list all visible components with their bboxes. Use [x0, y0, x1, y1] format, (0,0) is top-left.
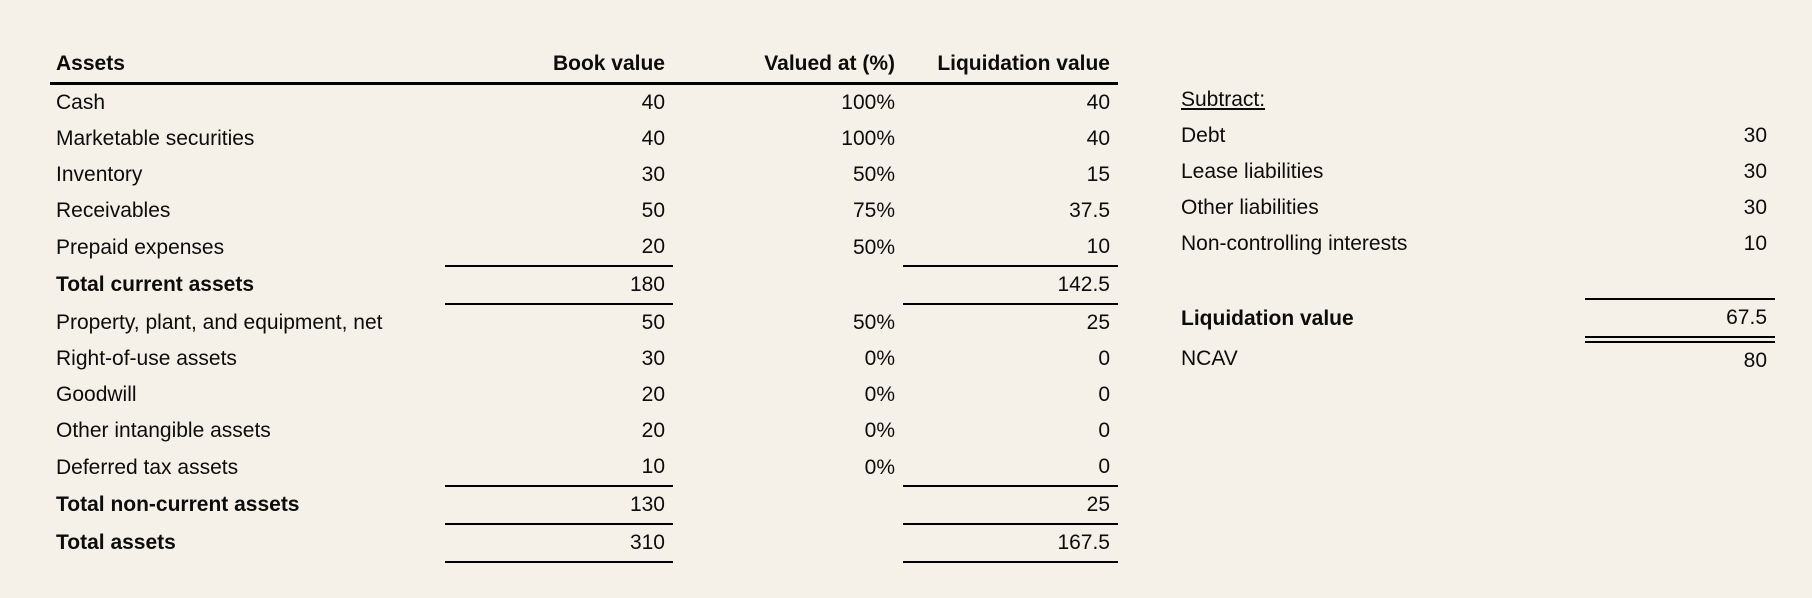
- liquidation-value: 40: [1086, 127, 1110, 150]
- empty-cell: [1585, 262, 1775, 299]
- subtract-heading-cell: Subtract:: [1175, 82, 1585, 118]
- asset-row-other-intangible-assets: Other intangible assets 20 0% 0: [50, 413, 1118, 449]
- empty-cell: [1585, 82, 1775, 118]
- assets-column-header: Assets: [50, 46, 445, 85]
- asset-label: Marketable securities: [56, 127, 255, 150]
- valued-at-pct: 0%: [864, 455, 895, 479]
- empty-cell: [1175, 262, 1585, 299]
- liquidation-value-column-header: Liquidation value: [903, 46, 1118, 85]
- liquidation-value: 37.5: [1069, 199, 1110, 222]
- book-value: 30: [641, 347, 665, 370]
- total-row-total-assets: Total assets 310 167.5: [50, 524, 1118, 563]
- subtotal-label: Total non-current assets: [56, 493, 300, 516]
- asset-row-deferred-tax-assets: Deferred tax assets 10 0% 0: [50, 449, 1118, 487]
- valued-at-pct: 0%: [864, 383, 895, 406]
- asset-row-right-of-use-assets: Right-of-use assets 30 0% 0: [50, 341, 1118, 377]
- asset-label: Inventory: [56, 163, 143, 186]
- valued-at-pct: 0%: [864, 419, 895, 442]
- subtotal-row-total-current-assets: Total current assets 180 142.5: [50, 266, 1118, 305]
- valued-at-pct: 50%: [852, 163, 895, 186]
- book-value: 40: [641, 127, 665, 150]
- subtract-label: Non-controlling interests: [1181, 232, 1408, 255]
- book-value: 20: [445, 229, 673, 267]
- liquidation-value-amount: 67.5: [1585, 298, 1775, 343]
- ncav-row: NCAV 80: [1175, 340, 1775, 380]
- asset-label: Cash: [56, 91, 106, 114]
- subtract-panel: Subtract: Debt 30 Lease liabilities 30 O…: [1175, 82, 1775, 379]
- liquidation-value-label: Liquidation value: [1181, 307, 1354, 331]
- asset-label: Property, plant, and equipment, net: [56, 310, 383, 334]
- book-value: 50: [641, 311, 665, 334]
- liquidation-value-total-row: Liquidation value 67.5: [1175, 298, 1775, 343]
- subtract-row-debt: Debt 30: [1175, 118, 1775, 154]
- subtract-value: 30: [1743, 196, 1767, 219]
- book-value: 10: [445, 449, 673, 487]
- liquidation-value: 40: [1086, 91, 1110, 114]
- subtract-value: 30: [1743, 160, 1767, 183]
- liquidation-value: 25: [1086, 311, 1110, 334]
- liquidation-value: 0: [903, 449, 1118, 487]
- book-value: 20: [641, 419, 665, 442]
- book-value-total: 310: [445, 524, 673, 563]
- book-value-subtotal: 130: [445, 486, 673, 525]
- total-label: Total assets: [56, 531, 176, 554]
- valued-at-pct: [673, 266, 903, 304]
- asset-row-marketable-securities: Marketable securities 40 100% 40: [50, 121, 1118, 157]
- subtract-label: Debt: [1181, 124, 1226, 147]
- ncav-amount: 80: [1743, 349, 1767, 372]
- subtract-label: Lease liabilities: [1181, 160, 1324, 183]
- subtract-value: 10: [1743, 232, 1767, 255]
- asset-row-goodwill: Goodwill 20 0% 0: [50, 377, 1118, 413]
- assets-table: Assets Book value Valued at (%) Liquidat…: [50, 46, 1118, 563]
- book-value-column-header: Book value: [445, 46, 673, 85]
- asset-label: Deferred tax assets: [56, 455, 239, 479]
- liquidation-value: 0: [1098, 383, 1110, 406]
- book-value: 30: [641, 163, 665, 186]
- liquidation-value-subtotal: 25: [903, 486, 1118, 525]
- valued-at-column-header: Valued at (%): [673, 46, 903, 85]
- valued-at-pct: 75%: [852, 199, 895, 222]
- subtract-heading: Subtract:: [1181, 88, 1266, 111]
- subtract-label: Other liabilities: [1181, 196, 1319, 219]
- valued-at-pct: [673, 486, 903, 524]
- book-value-subtotal: 180: [445, 266, 673, 305]
- asset-row-cash: Cash 40 100% 40: [50, 84, 1118, 122]
- liquidation-value: 0: [1098, 347, 1110, 370]
- liquidation-value-subtotal: 142.5: [903, 266, 1118, 305]
- subtract-heading-row: Subtract:: [1175, 82, 1775, 118]
- liquidation-value: 0: [1098, 419, 1110, 442]
- spacer-row: [1175, 262, 1775, 299]
- valued-at-pct: 100%: [841, 127, 895, 150]
- asset-label: Receivables: [56, 199, 171, 222]
- asset-row-prepaid-expenses: Prepaid expenses 20 50% 10: [50, 229, 1118, 267]
- subtract-value: 30: [1743, 124, 1767, 147]
- subtract-row-other-liabilities: Other liabilities 30: [1175, 190, 1775, 226]
- book-value: 20: [641, 383, 665, 406]
- assets-header-row: Assets Book value Valued at (%) Liquidat…: [50, 46, 1118, 85]
- liquidation-value: 15: [1086, 163, 1110, 186]
- liquidation-value-total: 167.5: [903, 524, 1118, 563]
- asset-label: Goodwill: [56, 383, 137, 406]
- valued-at-pct: 0%: [864, 347, 895, 370]
- asset-label: Prepaid expenses: [56, 235, 225, 259]
- valued-at-pct: 50%: [852, 235, 895, 259]
- asset-label: Right-of-use assets: [56, 347, 237, 370]
- valued-at-pct: 100%: [841, 91, 895, 114]
- asset-label: Other intangible assets: [56, 419, 271, 442]
- valued-at-pct: [673, 524, 903, 562]
- ncav-label: NCAV: [1181, 347, 1238, 371]
- asset-row-ppe-net: Property, plant, and equipment, net 50 5…: [50, 304, 1118, 341]
- subtract-row-lease-liabilities: Lease liabilities 30: [1175, 154, 1775, 190]
- book-value: 50: [641, 199, 665, 222]
- subtotal-row-total-non-current-assets: Total non-current assets 130 25: [50, 486, 1118, 525]
- book-value: 40: [641, 91, 665, 114]
- asset-row-receivables: Receivables 50 75% 37.5: [50, 193, 1118, 229]
- valued-at-pct: 50%: [852, 310, 895, 334]
- liquidation-value: 10: [903, 229, 1118, 267]
- asset-row-inventory: Inventory 30 50% 15: [50, 157, 1118, 193]
- subtotal-label: Total current assets: [56, 273, 255, 296]
- subtract-row-non-controlling-interests: Non-controlling interests 10: [1175, 226, 1775, 262]
